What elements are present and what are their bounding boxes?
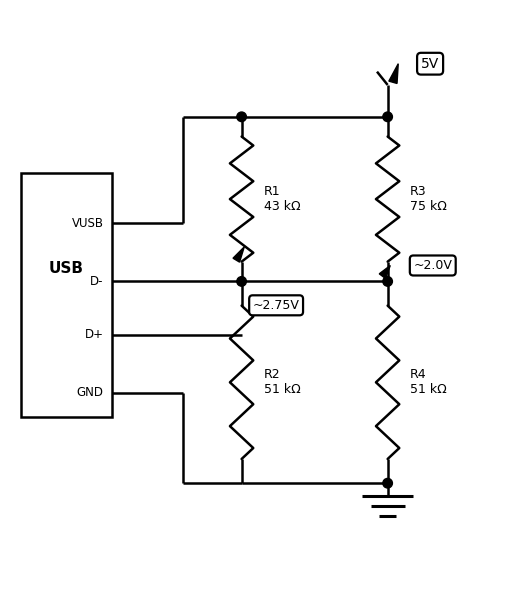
Circle shape bbox=[237, 277, 246, 286]
Text: R3
75 kΩ: R3 75 kΩ bbox=[410, 185, 447, 213]
Text: D+: D+ bbox=[84, 328, 104, 341]
Circle shape bbox=[383, 478, 392, 488]
Circle shape bbox=[237, 112, 246, 122]
Text: R1
43 kΩ: R1 43 kΩ bbox=[264, 185, 301, 213]
Polygon shape bbox=[233, 247, 244, 262]
Text: VUSB: VUSB bbox=[72, 217, 104, 230]
Text: USB: USB bbox=[49, 260, 84, 275]
Text: 5V: 5V bbox=[421, 57, 439, 71]
Text: GND: GND bbox=[76, 386, 104, 400]
Text: R2
51 kΩ: R2 51 kΩ bbox=[264, 368, 301, 397]
Text: ~2.0V: ~2.0V bbox=[413, 259, 452, 272]
Text: R4
51 kΩ: R4 51 kΩ bbox=[410, 368, 447, 397]
Polygon shape bbox=[389, 64, 398, 83]
Circle shape bbox=[383, 112, 392, 122]
Polygon shape bbox=[379, 265, 390, 278]
Text: ~2.75V: ~2.75V bbox=[253, 299, 299, 312]
Circle shape bbox=[383, 277, 392, 286]
Text: D-: D- bbox=[90, 275, 104, 288]
FancyBboxPatch shape bbox=[21, 173, 112, 417]
